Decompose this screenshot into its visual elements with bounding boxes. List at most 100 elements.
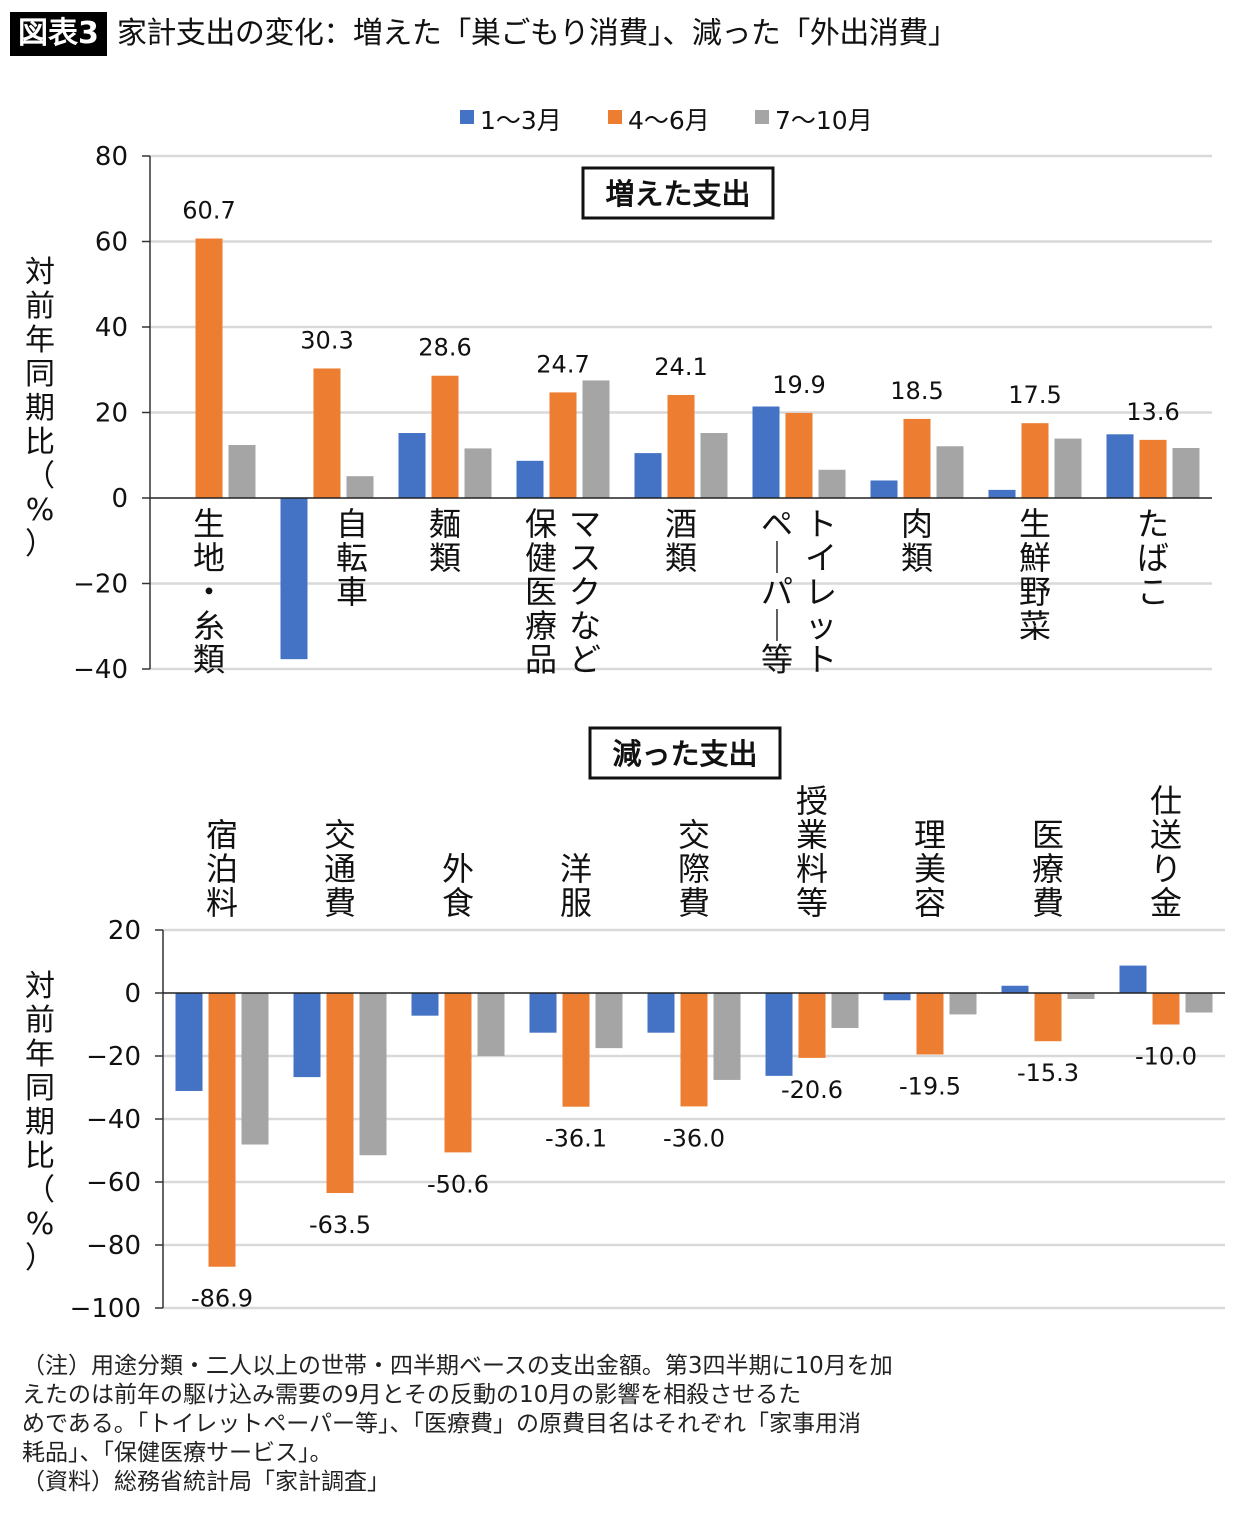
footnotes: （注）用途分類・二人以上の世帯・四半期ベースの支出金額。第3四半期に10月を加 … <box>22 1352 1202 1497</box>
x-category-label: トイレット <box>805 505 837 679</box>
x-category-label: 宿泊料 <box>206 816 238 922</box>
bar-3-8 <box>1185 993 1213 1013</box>
x-category-label: 肉類 <box>901 505 933 577</box>
data-label: -15.3 <box>1017 1059 1079 1087</box>
bar-2-5 <box>785 412 813 498</box>
data-label: -86.9 <box>191 1285 253 1313</box>
bar-3-1 <box>346 476 374 498</box>
source-line: （資料）総務省統計局「家計調査」 <box>22 1469 390 1495</box>
bar-1-5 <box>765 993 793 1076</box>
bar-2-8 <box>1152 993 1180 1025</box>
bar-3-8 <box>1172 447 1200 498</box>
figure-title: 家計支出の変化：増えた「巣ごもり消費」、減った「外出消費」 <box>116 16 958 51</box>
bar-1-2 <box>398 433 426 498</box>
data-label: -63.5 <box>309 1211 371 1239</box>
bar-1-3 <box>529 993 557 1033</box>
bar-3-4 <box>700 433 728 498</box>
chart-title-box: 増えた支出 <box>581 166 775 220</box>
bar-2-1 <box>326 993 354 1194</box>
bar-2-6 <box>903 418 931 498</box>
bar-3-0 <box>241 993 269 1145</box>
note-line: 耗品」、「保健医療サービス」。 <box>22 1440 333 1466</box>
data-label: 18.5 <box>890 377 943 405</box>
x-category-label: 授業料等 <box>796 782 828 922</box>
legend-swatch-1 <box>460 110 474 124</box>
data-label: -36.0 <box>663 1124 725 1152</box>
y-tick-label: 40 <box>95 313 128 343</box>
bar-1-6 <box>870 480 898 498</box>
bar-1-5 <box>752 406 780 498</box>
bar-3-3 <box>595 993 623 1049</box>
bar-2-5 <box>798 993 826 1058</box>
y-axis-label: 対前年同期比（%） <box>25 969 55 1276</box>
x-category-label: 生鮮野菜 <box>1019 505 1051 645</box>
x-category-label: 医療費 <box>1032 816 1064 922</box>
data-label: -50.6 <box>427 1170 489 1198</box>
bar-2-2 <box>431 375 459 498</box>
x-category-label: 生地・糸類 <box>193 505 225 679</box>
bar-2-6 <box>916 993 944 1055</box>
bar-2-2 <box>444 993 472 1153</box>
chart-canvas: 1〜3月 4〜6月 7〜10月 80 60 40 20 0 −20 −40 60.7 30.3 28.… <box>25 106 1225 1324</box>
bar-1-1 <box>293 993 321 1078</box>
bar-3-7 <box>1054 438 1082 498</box>
x-category-label: ペ｜パ｜等 <box>761 505 793 679</box>
data-label: -36.1 <box>545 1125 607 1153</box>
x-category-label: 外食 <box>442 850 474 922</box>
bar-1-4 <box>647 993 675 1033</box>
bar-2-4 <box>680 993 708 1107</box>
y-tick-label: 0 <box>111 484 128 514</box>
figure-badge: 図表3 <box>10 12 107 56</box>
bar-2-7 <box>1021 423 1049 498</box>
bar-2-3 <box>549 392 577 498</box>
x-category-label: 自転車 <box>336 505 368 611</box>
title-frame <box>581 166 775 220</box>
bar-1-1 <box>280 498 308 660</box>
figure-header: 図表3 家計支出の変化：増えた「巣ごもり消費」、減った「外出消費」 <box>10 12 958 56</box>
bar-2-4 <box>667 394 695 498</box>
bar-3-5 <box>818 469 846 498</box>
bar-3-5 <box>831 993 859 1028</box>
title-frame <box>588 726 782 780</box>
x-category-label: 交際費 <box>678 816 710 922</box>
chart-title: 減った支出 <box>612 737 757 771</box>
chart-increased-spending: 80 60 40 20 0 −20 −40 60.7 30.3 28.6 24.7 24.1 19.9 1… <box>25 142 1212 685</box>
y-tick-label: 0 <box>124 979 141 1009</box>
data-label: -10.0 <box>1135 1043 1197 1071</box>
data-label: -20.6 <box>781 1076 843 1104</box>
bar-1-3 <box>516 460 544 498</box>
y-tick-label: 80 <box>95 142 128 172</box>
x-category-label: 洋服 <box>560 850 592 922</box>
bar-3-1 <box>359 993 387 1156</box>
bar-2-7 <box>1034 993 1062 1042</box>
x-category-label: マスクなど <box>569 505 601 679</box>
x-category-label: 酒類 <box>665 505 697 577</box>
bar-3-6 <box>949 993 977 1015</box>
note-line: えたのは前年の駆け込み需要の9月とその反動の10月の影響を相殺させるた <box>22 1382 802 1408</box>
bar-2-1 <box>313 368 341 498</box>
y-tick-label: −20 <box>73 570 128 600</box>
chart-title: 増えた支出 <box>605 177 750 211</box>
data-label: 24.7 <box>536 350 589 378</box>
legend-swatch-2 <box>608 110 622 124</box>
data-label: 28.6 <box>418 334 471 362</box>
legend: 1〜3月 4〜6月 7〜10月 <box>460 106 873 135</box>
bar-1-7 <box>1001 985 1029 993</box>
note-line: （注）用途分類・二人以上の世帯・四半期ベースの支出金額。第3四半期に10月を加 <box>22 1353 893 1379</box>
bar-3-7 <box>1067 993 1095 999</box>
y-tick-label: −100 <box>70 1294 141 1324</box>
y-tick-label: 20 <box>95 399 128 429</box>
bar-3-0 <box>228 444 256 498</box>
bar-1-8 <box>1106 434 1134 498</box>
x-category-label: 麺類 <box>429 505 461 577</box>
bar-1-6 <box>883 993 911 1001</box>
data-label: 19.9 <box>772 371 825 399</box>
x-category-label: 交通費 <box>324 816 356 922</box>
bar-3-4 <box>713 993 741 1080</box>
bar-1-0 <box>175 993 203 1091</box>
bar-3-6 <box>936 446 964 498</box>
x-category-label: 仕送り金 <box>1150 782 1182 922</box>
bar-1-2 <box>411 993 439 1016</box>
data-label: -19.5 <box>899 1072 961 1100</box>
bar-3-2 <box>464 448 492 498</box>
